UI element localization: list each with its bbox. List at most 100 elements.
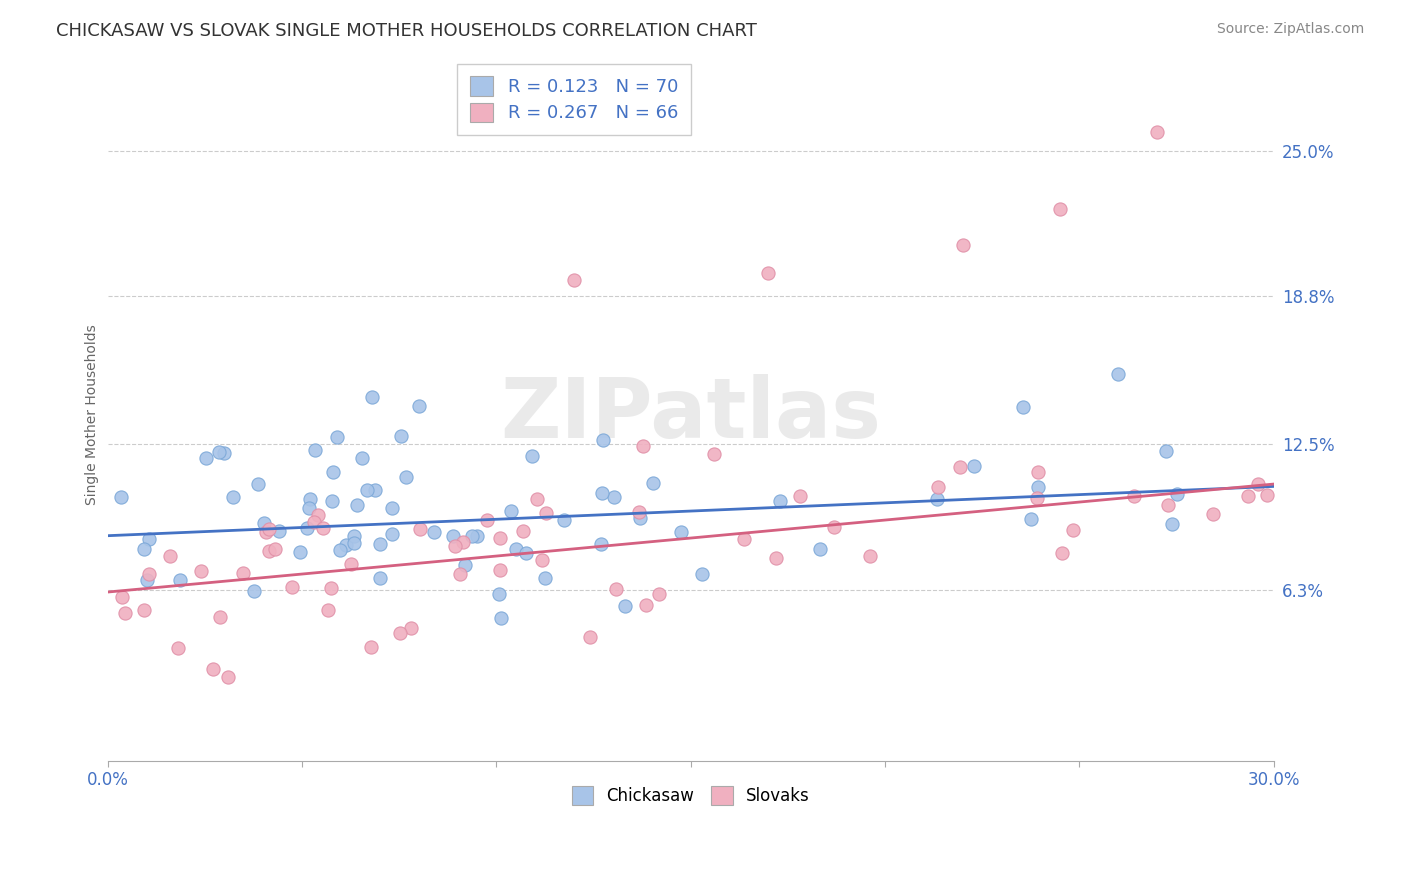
- Point: [454, 558, 477, 573]
- Point: [169, 574, 191, 588]
- Point: [823, 520, 845, 534]
- Point: [1026, 465, 1049, 479]
- Point: [553, 513, 575, 527]
- Point: [138, 532, 160, 546]
- Point: [1012, 400, 1035, 414]
- Point: [441, 529, 464, 543]
- Point: [368, 571, 391, 585]
- Point: [475, 513, 498, 527]
- Point: [491, 610, 513, 624]
- Point: [329, 542, 352, 557]
- Point: [733, 532, 755, 546]
- Point: [499, 503, 522, 517]
- Point: [808, 542, 831, 557]
- Point: [1236, 489, 1258, 503]
- Point: [641, 476, 664, 491]
- Point: [461, 529, 484, 543]
- Point: [208, 445, 231, 459]
- Point: [648, 587, 671, 601]
- Point: [257, 523, 280, 537]
- Point: [340, 557, 363, 571]
- Point: [253, 516, 276, 531]
- Point: [1025, 491, 1047, 505]
- Point: [1202, 507, 1225, 521]
- Point: [1247, 476, 1270, 491]
- Point: [1026, 480, 1049, 494]
- Point: [326, 430, 349, 444]
- Point: [1146, 125, 1168, 139]
- Point: [167, 640, 190, 655]
- Point: [361, 390, 384, 404]
- Point: [690, 567, 713, 582]
- Point: [222, 490, 245, 504]
- Point: [381, 501, 404, 516]
- Point: [562, 273, 585, 287]
- Point: [395, 470, 418, 484]
- Point: [530, 553, 553, 567]
- Point: [952, 237, 974, 252]
- Point: [949, 460, 972, 475]
- Point: [110, 490, 132, 504]
- Point: [202, 662, 225, 676]
- Point: [135, 573, 157, 587]
- Point: [343, 536, 366, 550]
- Point: [304, 515, 326, 529]
- Point: [360, 640, 382, 654]
- Point: [603, 490, 626, 504]
- Text: CHICKASAW VS SLOVAK SINGLE MOTHER HOUSEHOLDS CORRELATION CHART: CHICKASAW VS SLOVAK SINGLE MOTHER HOUSEH…: [56, 22, 756, 40]
- Point: [1049, 202, 1071, 217]
- Point: [465, 528, 488, 542]
- Point: [1256, 488, 1278, 502]
- Point: [335, 538, 357, 552]
- Point: [859, 549, 882, 564]
- Point: [605, 582, 627, 596]
- Point: [1063, 523, 1085, 537]
- Point: [444, 539, 467, 553]
- Point: [669, 524, 692, 539]
- Point: [633, 438, 655, 452]
- Point: [312, 521, 335, 535]
- Point: [627, 505, 650, 519]
- Point: [769, 493, 792, 508]
- Legend: Chickasaw, Slovaks: Chickasaw, Slovaks: [561, 776, 820, 815]
- Point: [246, 477, 269, 491]
- Point: [789, 489, 811, 503]
- Point: [288, 545, 311, 559]
- Point: [515, 546, 537, 560]
- Point: [520, 449, 543, 463]
- Point: [304, 442, 326, 457]
- Point: [703, 447, 725, 461]
- Point: [319, 582, 342, 596]
- Point: [138, 567, 160, 582]
- Point: [321, 494, 343, 508]
- Point: [1107, 367, 1129, 381]
- Point: [1157, 498, 1180, 512]
- Point: [1050, 545, 1073, 559]
- Point: [758, 266, 780, 280]
- Point: [352, 450, 374, 465]
- Point: [159, 549, 181, 564]
- Point: [114, 606, 136, 620]
- Text: ZIPatlas: ZIPatlas: [501, 375, 882, 455]
- Point: [488, 563, 510, 577]
- Point: [634, 599, 657, 613]
- Point: [579, 630, 602, 644]
- Point: [298, 500, 321, 515]
- Point: [592, 434, 614, 448]
- Point: [322, 465, 344, 479]
- Point: [927, 480, 949, 494]
- Point: [370, 537, 392, 551]
- Point: [389, 625, 412, 640]
- Point: [264, 541, 287, 556]
- Point: [505, 541, 527, 556]
- Point: [401, 621, 423, 635]
- Point: [1160, 517, 1182, 532]
- Point: [346, 498, 368, 512]
- Point: [281, 580, 304, 594]
- Point: [254, 525, 277, 540]
- Point: [613, 599, 636, 613]
- Point: [963, 459, 986, 474]
- Point: [110, 590, 132, 604]
- Text: Source: ZipAtlas.com: Source: ZipAtlas.com: [1216, 22, 1364, 37]
- Point: [526, 491, 548, 506]
